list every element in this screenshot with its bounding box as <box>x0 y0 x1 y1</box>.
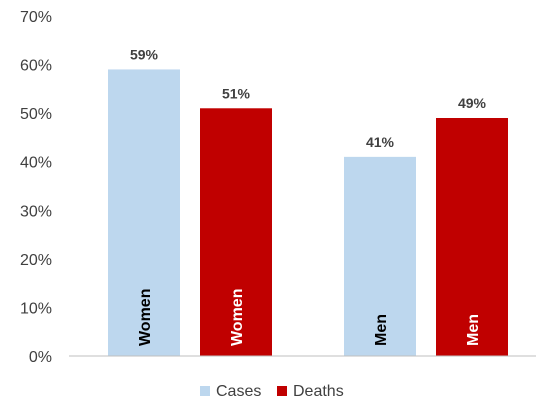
bar-cases-women <box>108 69 180 356</box>
legend-label-cases: Cases <box>216 383 261 400</box>
bar-cases-men <box>344 156 416 356</box>
legend-swatch-cases <box>200 386 210 396</box>
bar-category-label-deaths-men: Men <box>465 314 482 346</box>
bar-category-label-cases-women: Women <box>137 289 154 346</box>
y-tick-label: 10% <box>20 300 52 317</box>
data-label-deaths-women: 51% <box>222 85 251 101</box>
bar-deaths-men <box>436 118 508 356</box>
y-tick-label: 30% <box>20 203 52 220</box>
bar-category-label-deaths-women: Women <box>229 289 246 346</box>
y-tick-label: 50% <box>20 106 52 123</box>
legend-swatch-deaths <box>277 386 287 396</box>
bar-deaths-women <box>200 108 272 357</box>
y-tick-label: 70% <box>20 9 52 26</box>
legend: Cases Deaths <box>200 383 344 400</box>
bar-category-label-cases-men: Men <box>373 314 390 346</box>
data-label-cases-women: 59% <box>130 46 159 62</box>
y-tick-label: 0% <box>29 349 52 366</box>
data-label-cases-men: 41% <box>366 134 395 150</box>
data-label-deaths-men: 49% <box>458 95 487 111</box>
legend-label-deaths: Deaths <box>293 383 344 400</box>
y-tick-label: 60% <box>20 58 52 75</box>
y-tick-label: 40% <box>20 155 52 172</box>
bars: 59% Women 51% Women 41% Men 49% Men <box>108 46 508 357</box>
y-tick-label: 20% <box>20 252 52 269</box>
y-axis: 0% 10% 20% 30% 40% 50% 60% 70% <box>20 9 52 366</box>
